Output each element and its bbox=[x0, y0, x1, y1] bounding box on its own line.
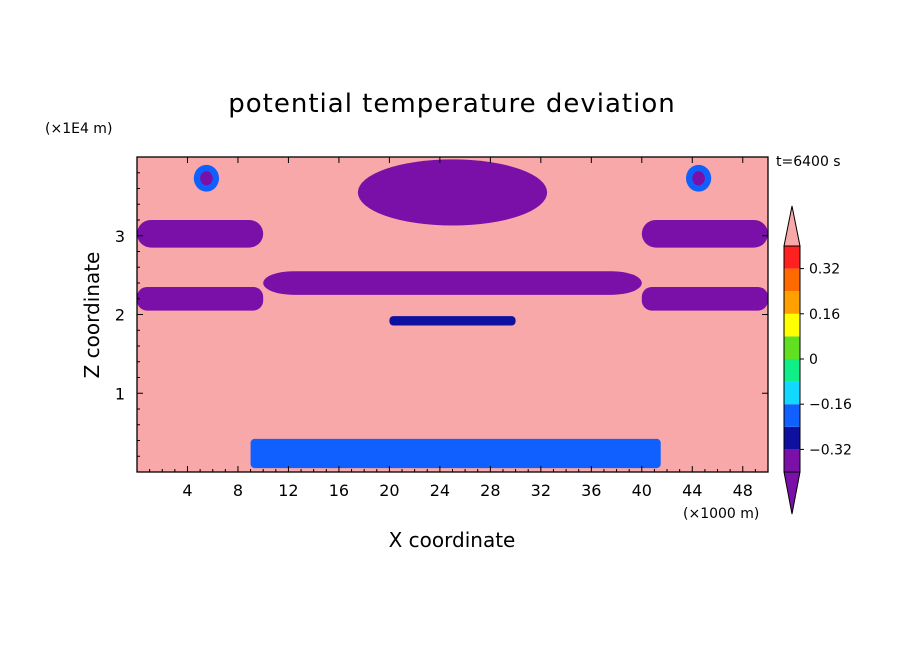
y-axis-label: Z coordinate bbox=[80, 252, 104, 379]
field-region-navy bbox=[389, 316, 516, 326]
field-region-purple bbox=[641, 220, 768, 248]
chart-title: potential temperature deviation bbox=[228, 89, 675, 119]
x-tick-label: 44 bbox=[682, 481, 702, 500]
field-region-purple bbox=[641, 286, 768, 311]
colorbar-segment bbox=[784, 291, 800, 314]
x-axis-label: X coordinate bbox=[389, 528, 516, 552]
colorbar-segment bbox=[784, 359, 800, 382]
colorbar-segment bbox=[784, 268, 800, 292]
colorbar: 0.32 0.16 0 −0.16 −0.32 bbox=[783, 205, 852, 515]
y-unit-label: (×1E4 m) bbox=[45, 121, 112, 137]
colorbar-segment bbox=[784, 449, 800, 472]
colorbar-segment bbox=[784, 246, 800, 269]
field-eddy-purple bbox=[200, 171, 213, 186]
colorbar-segment bbox=[784, 381, 800, 405]
colorbar-segment bbox=[784, 404, 800, 427]
x-tick-label: 8 bbox=[233, 481, 243, 500]
x-tick-label: 40 bbox=[632, 481, 652, 500]
field-eddy-purple bbox=[692, 171, 705, 186]
colorbar-label: 0 bbox=[809, 352, 818, 368]
x-tick-label: 4 bbox=[182, 481, 192, 500]
field-region-purple bbox=[137, 220, 264, 248]
colorbar-segment bbox=[784, 313, 800, 337]
colorbar-label: 0.16 bbox=[809, 307, 840, 323]
x-tick-label: 36 bbox=[581, 481, 601, 500]
colorbar-segment bbox=[784, 336, 800, 359]
x-tick-label: 24 bbox=[430, 481, 450, 500]
x-tick-label: 32 bbox=[531, 481, 551, 500]
y-tick-label: 3 bbox=[115, 227, 125, 246]
x-tick-label: 28 bbox=[480, 481, 500, 500]
x-tick-label: 12 bbox=[278, 481, 298, 500]
y-axis: 1 2 3 bbox=[115, 172, 768, 457]
colorbar-over-arrow bbox=[783, 205, 801, 247]
colorbar-label: −0.16 bbox=[809, 397, 852, 413]
x-axis: 4 8 12 16 20 24 28 32 36 40 44 48 bbox=[149, 157, 756, 500]
colorbar-under-arrow bbox=[783, 471, 801, 515]
field-region-purple bbox=[357, 159, 548, 226]
field-region-blue bbox=[250, 438, 661, 469]
x-tick-label: 20 bbox=[379, 481, 399, 500]
field-region-purple bbox=[137, 286, 264, 311]
y-tick-label: 1 bbox=[115, 384, 125, 403]
x-tick-label: 48 bbox=[733, 481, 753, 500]
colorbar-label: −0.32 bbox=[809, 442, 852, 458]
field-region-purple bbox=[263, 271, 642, 295]
time-label: t=6400 s bbox=[776, 154, 841, 170]
heatmap-field bbox=[137, 157, 768, 472]
x-tick-label: 16 bbox=[329, 481, 349, 500]
y-tick-label: 2 bbox=[115, 306, 125, 325]
colorbar-label: 0.32 bbox=[809, 262, 840, 278]
colorbar-segment bbox=[784, 426, 800, 450]
x-unit-label: (×1000 m) bbox=[683, 506, 759, 522]
